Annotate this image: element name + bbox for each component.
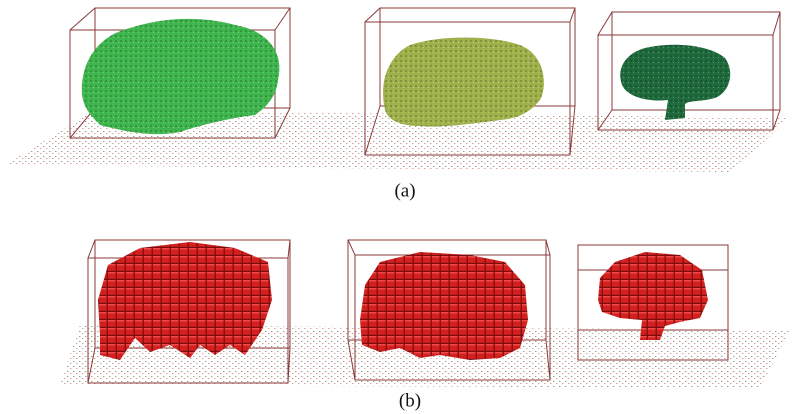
panel-b: (b) — [60, 240, 790, 411]
panel-label: (b) — [399, 390, 421, 411]
figure: (a) (b) — [0, 0, 800, 414]
voxel-tree — [360, 252, 528, 360]
tree-points — [383, 38, 544, 127]
voxel-tree — [598, 252, 708, 340]
panel-label: (a) — [394, 180, 415, 201]
panel-a: (a) — [5, 8, 790, 201]
voxel-tree — [98, 242, 272, 360]
tree-points — [620, 45, 730, 120]
